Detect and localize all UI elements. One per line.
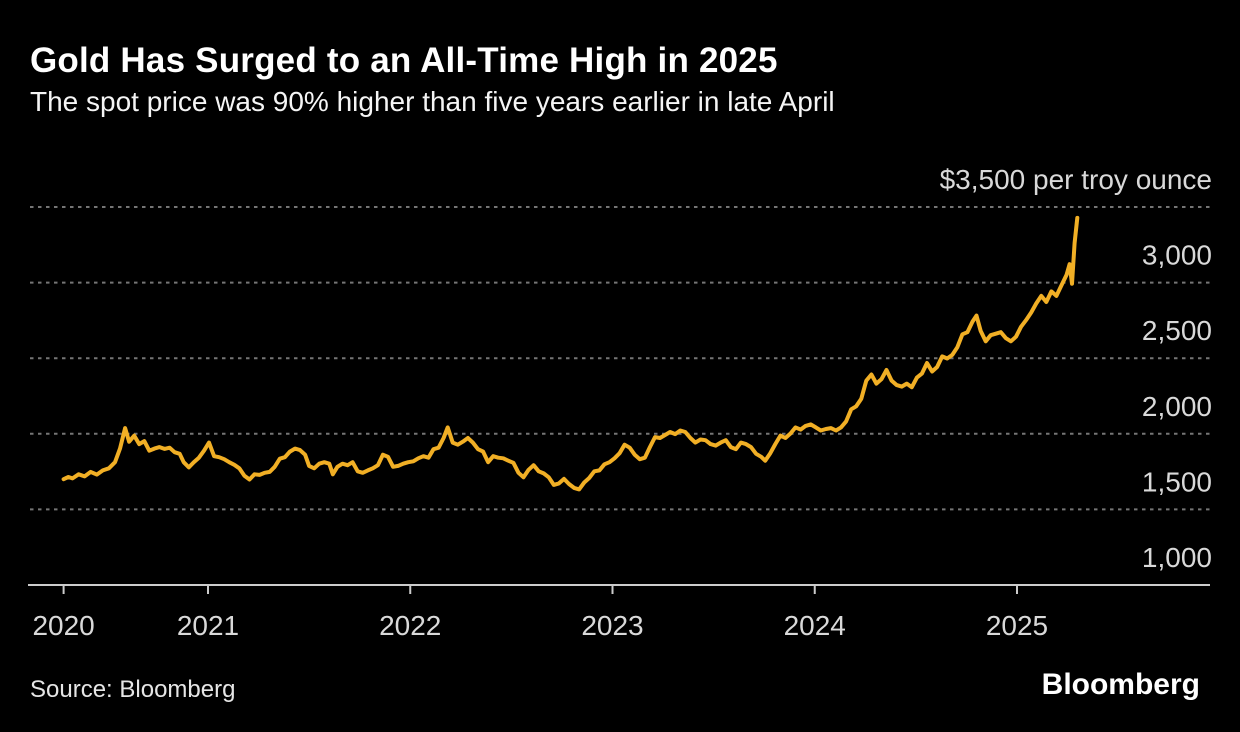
y-tick-label: 1,000 [1142,542,1212,573]
price-line [61,215,1080,492]
chart-title: Gold Has Surged to an All-Time High in 2… [30,41,778,80]
bloomberg-logo: Bloomberg [1041,668,1200,701]
x-tick-label: 2022 [379,610,441,641]
y-tick-label: 3,000 [1142,240,1212,271]
y-tick-label: 2,000 [1142,391,1212,422]
unit-label: $3,500 per troy ounce [940,164,1212,195]
y-tick-label: 2,500 [1142,315,1212,346]
x-tick-label: 2020 [32,610,94,641]
source-note: Source: Bloomberg [30,676,236,703]
chart-subtitle: The spot price was 90% higher than five … [30,86,835,117]
x-tick-label: 2024 [784,610,846,641]
y-tick-label: 1,500 [1142,466,1212,497]
x-tick-label: 2021 [177,610,239,641]
x-tick-label: 2025 [986,610,1048,641]
x-tick-label: 2023 [581,610,643,641]
